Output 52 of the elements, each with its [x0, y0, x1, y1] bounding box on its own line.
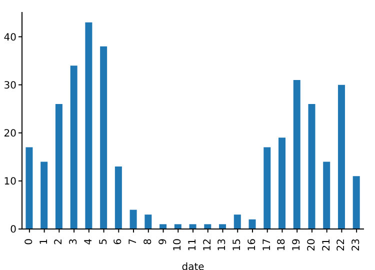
bar	[264, 147, 271, 229]
x-tick-label: 0	[24, 238, 35, 245]
x-axis-title: date	[182, 262, 204, 270]
x-tick-label: 13	[217, 238, 228, 252]
bar	[40, 162, 48, 229]
bar	[26, 147, 33, 229]
bar	[308, 104, 316, 229]
x-tick-label: 23	[351, 238, 362, 252]
x-tick-label: 21	[321, 238, 332, 252]
x-tick-label: 18	[276, 238, 288, 252]
x-tick-label: 7	[128, 238, 140, 245]
bar	[338, 84, 345, 229]
bar	[85, 22, 92, 229]
x-tick-label: 12	[202, 238, 214, 252]
x-tick-label: 3	[68, 238, 80, 245]
bar	[293, 80, 300, 229]
x-tick-label: 9	[158, 238, 169, 245]
x-tick-label: 5	[98, 238, 110, 245]
y-tick-label: 20	[4, 128, 16, 140]
bar	[70, 66, 78, 229]
bar	[130, 210, 137, 229]
bar	[55, 104, 62, 229]
x-tick-label: 11	[188, 238, 198, 252]
y-tick-label: 30	[4, 80, 16, 92]
x-tick-label: 16	[246, 238, 258, 252]
bar	[174, 224, 182, 229]
x-tick-label: 20	[306, 238, 318, 252]
x-tick-label: 2	[54, 238, 65, 245]
bar	[352, 176, 360, 229]
bar	[248, 219, 256, 229]
x-tick-label: 10	[172, 238, 184, 252]
x-tick-label: 6	[113, 238, 124, 245]
bar	[278, 138, 286, 229]
bar	[160, 224, 167, 229]
x-tick-label: 15	[232, 238, 244, 252]
x-tick-label: 17	[262, 238, 273, 252]
bar	[234, 214, 241, 229]
bar	[204, 224, 212, 229]
bar	[219, 224, 226, 229]
bar	[100, 46, 108, 229]
bar	[144, 214, 152, 229]
x-tick-label: 19	[292, 238, 303, 252]
x-tick-label: 1	[38, 238, 50, 245]
bar	[189, 224, 196, 229]
bar	[323, 162, 330, 229]
y-tick-label: 40	[4, 32, 16, 44]
x-tick-label: 8	[142, 238, 154, 245]
y-tick-label: 0	[10, 224, 16, 236]
bar	[114, 166, 122, 229]
x-tick-label: 22	[336, 238, 348, 252]
y-tick-label: 10	[4, 176, 16, 188]
x-tick-label: 4	[83, 238, 94, 245]
